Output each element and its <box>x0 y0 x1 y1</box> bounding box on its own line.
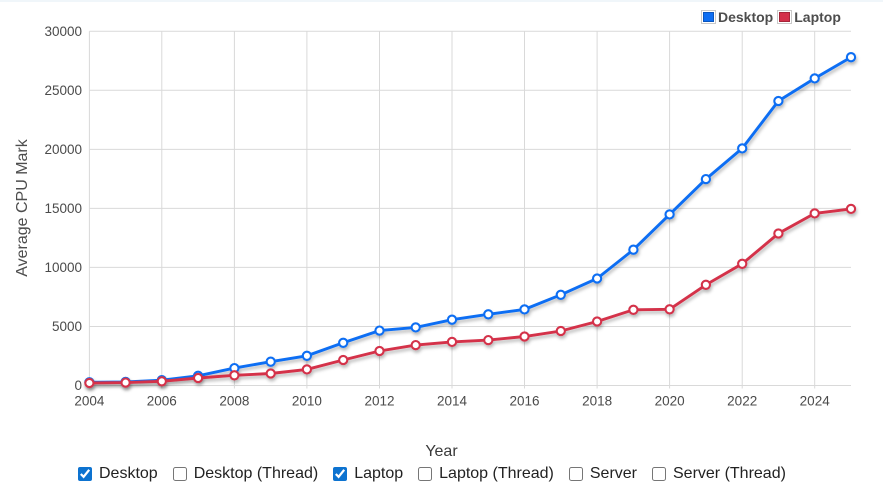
svg-text:2008: 2008 <box>219 394 249 409</box>
svg-text:2024: 2024 <box>800 394 831 409</box>
svg-text:2010: 2010 <box>292 394 322 409</box>
svg-text:20000: 20000 <box>44 142 82 157</box>
svg-text:30000: 30000 <box>44 24 82 39</box>
svg-text:Average CPU Mark: Average CPU Mark <box>14 138 31 277</box>
svg-text:2018: 2018 <box>582 394 612 409</box>
svg-text:2004: 2004 <box>74 394 105 409</box>
svg-text:2012: 2012 <box>364 394 394 409</box>
svg-text:2022: 2022 <box>727 394 757 409</box>
svg-text:2020: 2020 <box>655 394 685 409</box>
svg-text:2006: 2006 <box>147 394 177 409</box>
svg-text:5000: 5000 <box>52 319 82 334</box>
svg-text:2014: 2014 <box>437 394 468 409</box>
svg-text:2016: 2016 <box>509 394 539 409</box>
svg-text:10000: 10000 <box>44 260 82 275</box>
svg-text:25000: 25000 <box>44 83 82 98</box>
svg-text:15000: 15000 <box>44 201 82 216</box>
svg-text:0: 0 <box>74 378 82 393</box>
